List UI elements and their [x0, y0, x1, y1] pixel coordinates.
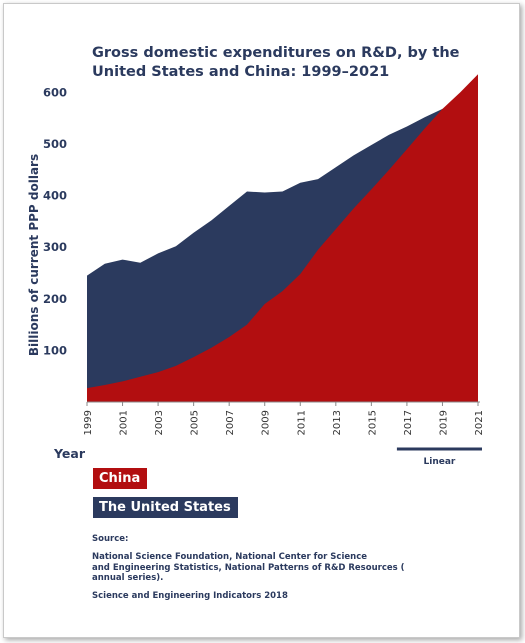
area-china — [87, 74, 478, 403]
x-tick-label: 2021 — [474, 410, 485, 435]
y-tick-label: 500 — [43, 137, 67, 151]
x-tick-label: 2007 — [225, 410, 236, 435]
x-tick-label: 2011 — [296, 410, 307, 435]
source-indicators: Science and Engineering Indicators 2018 — [92, 591, 288, 601]
legend-us: The United States — [93, 497, 238, 518]
chart-title-line-2: United States and China: 1999–2021 — [92, 64, 390, 80]
y-tick-label: 400 — [43, 189, 67, 203]
x-tick-label: 2001 — [119, 410, 130, 435]
x-tick-label: 1999 — [83, 410, 94, 435]
chart-title-line-1: Gross domestic expenditures on R&D, by t… — [92, 45, 460, 61]
y-tick-label: 200 — [43, 292, 67, 306]
source-line-1: National Science Foundation, National Ce… — [92, 552, 368, 562]
source-label: Source: — [92, 534, 129, 544]
chart-axes: 100 200 300 400 500 600 1999 2001 2003 2005 2007 20… — [27, 85, 485, 467]
y-tick-label: 100 — [43, 343, 67, 357]
y-axis-label: Billions of current PPP dollars — [27, 154, 41, 356]
y-tick-label: 300 — [43, 240, 67, 254]
x-tick-label: 2003 — [154, 410, 165, 435]
x-tick-label: 2013 — [332, 410, 343, 435]
y-tick-label: 600 — [43, 85, 67, 99]
legend-china: China — [93, 468, 148, 489]
x-tick-label: 2005 — [190, 410, 201, 435]
source-line-3: annual series). — [92, 573, 164, 583]
source-line-2: and Engineering Statistics, National Pat… — [92, 562, 405, 573]
projection-label: Linear — [424, 457, 456, 467]
x-tick-label: 2015 — [367, 410, 378, 435]
x-tick-label: 2019 — [438, 410, 449, 435]
x-tick-label: 2017 — [403, 410, 414, 435]
chart-title: Gross domestic expenditures on R&D, by t… — [92, 44, 472, 82]
chart-areas — [87, 74, 478, 403]
source-text: National Science Foundation, National Ce… — [92, 552, 472, 584]
x-tick-label: 2009 — [261, 410, 272, 435]
x-axis-label: Year — [53, 446, 86, 461]
